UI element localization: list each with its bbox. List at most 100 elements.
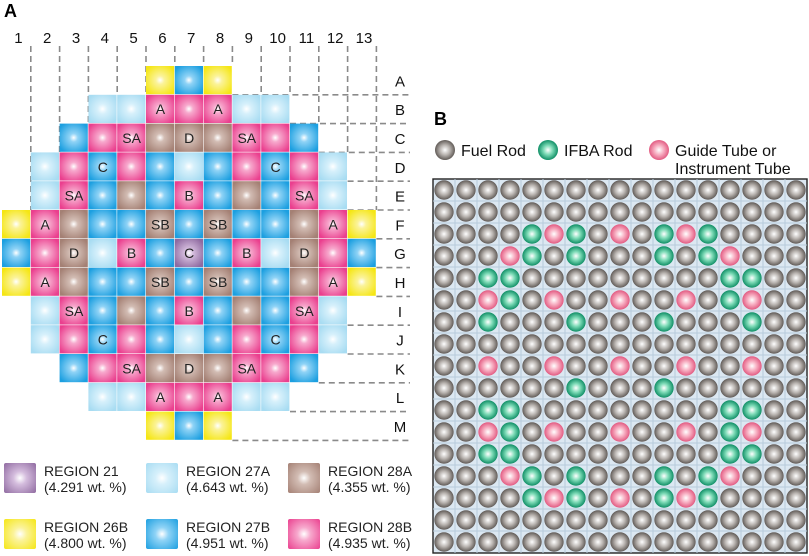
fuel-rod — [698, 356, 718, 376]
row-label: M — [394, 419, 407, 436]
fuel-rod — [632, 224, 652, 244]
assembly-cell — [117, 123, 146, 152]
ifba-rod — [500, 444, 520, 464]
fuel-rod — [742, 246, 762, 266]
assembly-cell — [290, 210, 319, 239]
assembly-cell — [347, 267, 376, 296]
fuel-rod — [654, 290, 674, 310]
guide-tube — [500, 246, 520, 266]
fuel-rod — [764, 180, 784, 200]
fuel-rod — [676, 444, 696, 464]
guide-tube — [676, 422, 696, 442]
fuel-rod — [764, 356, 784, 376]
fuel-rod — [566, 510, 586, 530]
fuel-rod — [632, 444, 652, 464]
assembly-cell — [318, 296, 347, 325]
assembly-label: C — [271, 159, 281, 175]
fuel-rod — [720, 334, 740, 354]
guide-tube — [720, 246, 740, 266]
fuel-rod — [610, 268, 630, 288]
column-label: 7 — [187, 30, 195, 47]
fuel-rod — [676, 246, 696, 266]
ifba-rod — [698, 488, 718, 508]
fuel-rod — [610, 202, 630, 222]
assembly-cell — [318, 152, 347, 181]
assembly-label: SA — [65, 188, 84, 204]
row-label: K — [395, 361, 405, 378]
assembly-cell — [146, 238, 175, 267]
fuel-rod — [478, 180, 498, 200]
assembly-cell — [146, 94, 175, 123]
guide-tube — [742, 356, 762, 376]
assembly-label: A — [329, 216, 339, 232]
fuel-rod — [786, 488, 806, 508]
fuel-rod — [544, 378, 564, 398]
fuel-rod — [764, 422, 784, 442]
fuel-rod — [456, 334, 476, 354]
column-label: 13 — [356, 30, 373, 47]
legend-enrichment: (4.800 wt. %) — [44, 535, 127, 551]
fuel-rod — [764, 224, 784, 244]
assembly-label: A — [41, 274, 51, 290]
assembly-cell — [318, 181, 347, 210]
assembly-cell — [2, 267, 31, 296]
assembly-cell — [203, 325, 232, 354]
column-label: 9 — [245, 30, 253, 47]
ifba-rod — [566, 312, 586, 332]
fuel-rod — [698, 180, 718, 200]
fuel-rod — [654, 202, 674, 222]
assembly-cell — [146, 210, 175, 239]
assembly-cell — [59, 210, 88, 239]
fuel-rod — [654, 334, 674, 354]
ifba-rod — [500, 400, 520, 420]
column-label: 3 — [72, 30, 80, 47]
assembly-cell — [232, 94, 261, 123]
fuel-rod — [566, 400, 586, 420]
fuel-rod — [632, 290, 652, 310]
assembly-cell — [146, 325, 175, 354]
assembly-cell — [232, 181, 261, 210]
fuel-rod — [786, 444, 806, 464]
fuel-rod — [434, 378, 454, 398]
assembly-cell — [146, 296, 175, 325]
fuel-rod — [434, 488, 454, 508]
legend-label: REGION 28A — [328, 463, 413, 479]
fuel-rod — [566, 180, 586, 200]
assembly-label: SA — [122, 360, 141, 376]
fuel-rod — [676, 312, 696, 332]
fuel-rod — [566, 422, 586, 442]
assembly-label: B — [242, 245, 251, 261]
assembly-cell — [174, 296, 203, 325]
assembly-label: SB — [151, 274, 170, 290]
legend-region-28b: REGION 28B (4.935 wt. %) — [288, 519, 412, 551]
assembly-cell — [203, 181, 232, 210]
fuel-rod — [698, 312, 718, 332]
assembly-label: A — [329, 274, 339, 290]
assembly-cell — [261, 267, 290, 296]
fuel-rod — [434, 246, 454, 266]
fuel-rod — [544, 444, 564, 464]
fuel-rod — [544, 510, 564, 530]
fuel-rod — [632, 334, 652, 354]
fuel-rod — [676, 400, 696, 420]
legend-region-21: REGION 21 (4.291 wt. %) — [4, 463, 126, 495]
assembly-cell — [318, 210, 347, 239]
fuel-rod — [654, 532, 674, 552]
fuel-rod — [588, 202, 608, 222]
fuel-rod — [764, 378, 784, 398]
ifba-rod — [566, 378, 586, 398]
ifba-rod — [654, 466, 674, 486]
fuel-rod — [566, 202, 586, 222]
assembly-cell — [232, 152, 261, 181]
panel-b-legend: Fuel Rod IFBA Rod Guide Tube orInstrument … — [435, 140, 791, 178]
fuel-legend-label: Fuel Rod — [461, 143, 526, 160]
assembly-cell — [174, 181, 203, 210]
row-label: F — [395, 217, 404, 234]
panel-b-rod-lattice — [432, 178, 808, 554]
assembly-cell — [88, 94, 117, 123]
assembly-cell — [203, 354, 232, 383]
fuel-rod — [522, 444, 542, 464]
legend-label: REGION 21 — [44, 463, 119, 479]
assembly-cell — [232, 382, 261, 411]
